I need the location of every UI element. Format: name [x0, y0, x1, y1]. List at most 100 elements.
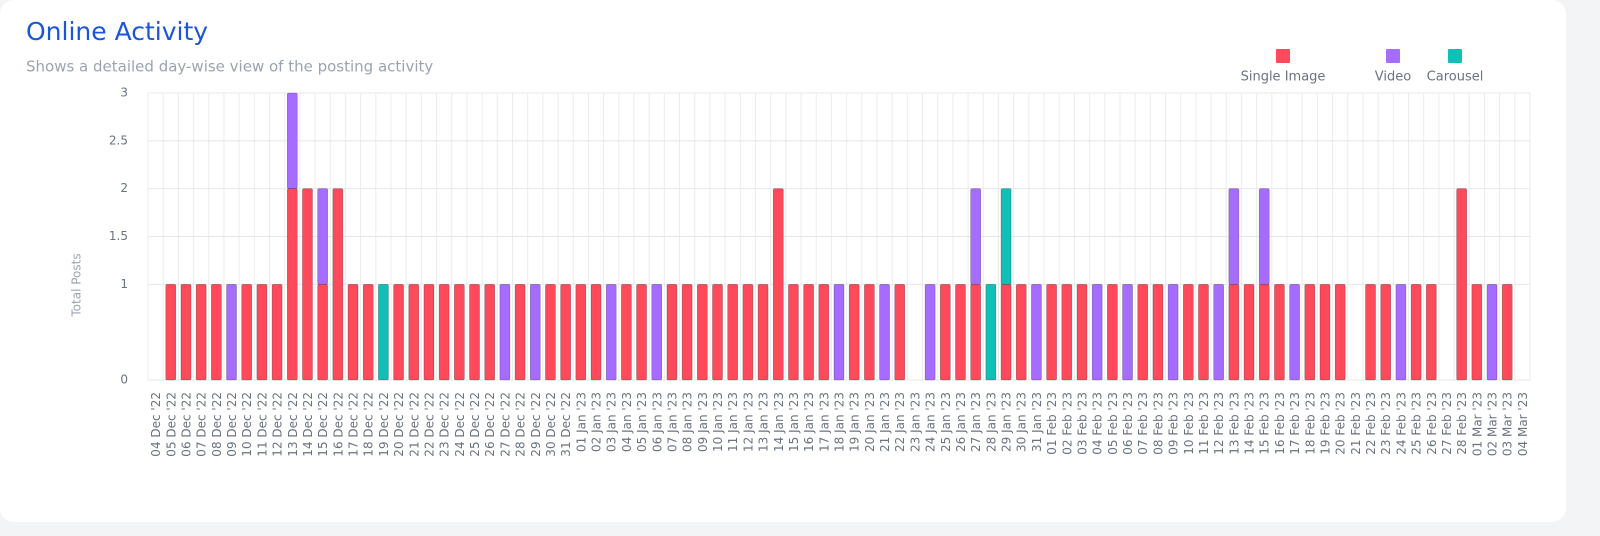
bar-segment [1258, 284, 1270, 381]
x-tick-label: 13 Dec '22 [286, 392, 300, 457]
x-tick-label: 13 Jan '23 [757, 392, 771, 452]
bar-segment [1015, 284, 1027, 381]
bar-segment [1107, 284, 1118, 381]
bar-segment [1182, 284, 1194, 381]
legend-swatch [1386, 49, 1400, 63]
x-tick-label: 17 Dec '22 [347, 392, 361, 457]
bar-segment [1486, 284, 1498, 381]
x-tick-label: 24 Jan '23 [924, 392, 938, 452]
bar-segment [1152, 284, 1164, 381]
x-tick-label: 05 Dec '22 [164, 392, 178, 457]
x-tick-label: 12 Jan '23 [741, 392, 755, 452]
x-tick-label: 12 Dec '22 [271, 392, 285, 457]
bar-segment [302, 188, 313, 381]
x-tick-label: 17 Feb '23 [1288, 392, 1302, 455]
x-tick-label: 27 Feb '23 [1440, 392, 1454, 455]
x-tick-label: 04 Jan '23 [620, 392, 634, 452]
bar-segment [681, 284, 693, 381]
x-tick-label: 24 Feb '23 [1394, 392, 1408, 455]
bar-segment [1501, 284, 1513, 381]
x-tick-label: 07 Jan '23 [665, 392, 679, 452]
bar-segment [697, 284, 708, 381]
bar-segment [286, 92, 298, 189]
bar-segment [1198, 284, 1209, 381]
bar-segment [924, 284, 936, 381]
x-tick-label: 16 Jan '23 [802, 392, 816, 452]
bar-segment [1334, 284, 1346, 381]
bar-segment [803, 284, 814, 381]
x-tick-label: 03 Mar '23 [1501, 392, 1515, 456]
x-tick-label: 03 Jan '23 [605, 392, 619, 452]
bar-segment [393, 284, 404, 381]
bar-segment [590, 284, 602, 381]
bar-segment [165, 284, 177, 381]
bar-segment [605, 284, 617, 381]
bar-segment [469, 284, 480, 381]
x-tick-label: 02 Feb '23 [1060, 392, 1074, 455]
bar-segment [378, 284, 389, 381]
y-tick-label: 0 [120, 373, 128, 387]
bar-segment [1122, 284, 1133, 381]
x-tick-label: 21 Feb '23 [1349, 392, 1363, 455]
bar-segment [1425, 284, 1437, 381]
x-tick-label: 30 Dec '22 [544, 392, 558, 457]
bar-segment [332, 188, 344, 381]
bar-segment [1243, 284, 1255, 381]
x-tick-label: 20 Feb '23 [1334, 392, 1348, 455]
chart-subtitle: Shows a detailed day-wise view of the po… [26, 58, 433, 76]
bar-segment [970, 284, 981, 381]
bar-segment [940, 284, 951, 381]
bar-segment [1456, 188, 1467, 381]
x-tick-label: 22 Jan '23 [893, 392, 907, 452]
x-tick-label: 25 Dec '22 [468, 392, 482, 457]
x-tick-label: 08 Jan '23 [681, 392, 695, 452]
x-tick-label: 08 Dec '22 [210, 392, 224, 457]
x-tick-label: 01 Feb '23 [1045, 392, 1059, 455]
bar-segment [1000, 188, 1012, 285]
y-tick-label: 2 [120, 181, 128, 195]
y-tick-label: 2.5 [109, 133, 128, 147]
legend-swatch [1276, 49, 1290, 63]
bar-segment [560, 284, 571, 381]
x-tick-label: 11 Feb '23 [1197, 392, 1211, 455]
bar-segment [211, 284, 222, 381]
bar-segment [575, 284, 587, 381]
bar-segment [1228, 284, 1240, 381]
x-tick-label: 02 Jan '23 [590, 392, 604, 452]
bar-segment [1258, 188, 1270, 285]
bar-segment [1167, 284, 1179, 381]
x-tick-label: 01 Jan '23 [574, 392, 588, 452]
x-tick-label: 09 Feb '23 [1167, 392, 1181, 455]
bar-segment [1304, 284, 1316, 381]
bar-segment [848, 284, 860, 381]
x-tick-label: 18 Feb '23 [1303, 392, 1317, 455]
bar-segment [256, 284, 268, 381]
x-tick-label: 03 Feb '23 [1075, 392, 1089, 455]
bar-segment [666, 284, 678, 381]
bar-segment [317, 188, 328, 285]
x-tick-label: 20 Jan '23 [863, 392, 877, 452]
bar-segment [1061, 284, 1073, 381]
bar-segment [970, 188, 981, 285]
bar-segment [1091, 284, 1103, 381]
x-tick-label: 07 Dec '22 [195, 392, 209, 457]
chart-title: Online Activity [26, 17, 208, 46]
bar-segment [347, 284, 359, 381]
x-tick-label: 18 Jan '23 [833, 392, 847, 452]
y-tick-label: 1 [120, 277, 128, 291]
x-tick-label: 14 Jan '23 [772, 392, 786, 452]
x-tick-label: 21 Dec '22 [407, 392, 421, 457]
bar-segment [545, 284, 556, 381]
bar-segment [1395, 284, 1407, 381]
bar-segment [1380, 284, 1392, 381]
bar-segment [438, 284, 450, 381]
bar-segment [833, 284, 845, 381]
x-tick-label: 09 Dec '22 [225, 392, 239, 457]
x-tick-label: 04 Mar '23 [1516, 392, 1530, 456]
x-tick-label: 07 Feb '23 [1136, 392, 1150, 455]
bar-segment [1000, 284, 1012, 381]
x-tick-label: 25 Jan '23 [939, 392, 953, 452]
x-tick-label: 19 Feb '23 [1318, 392, 1332, 455]
x-tick-label: 24 Dec '22 [453, 392, 467, 457]
